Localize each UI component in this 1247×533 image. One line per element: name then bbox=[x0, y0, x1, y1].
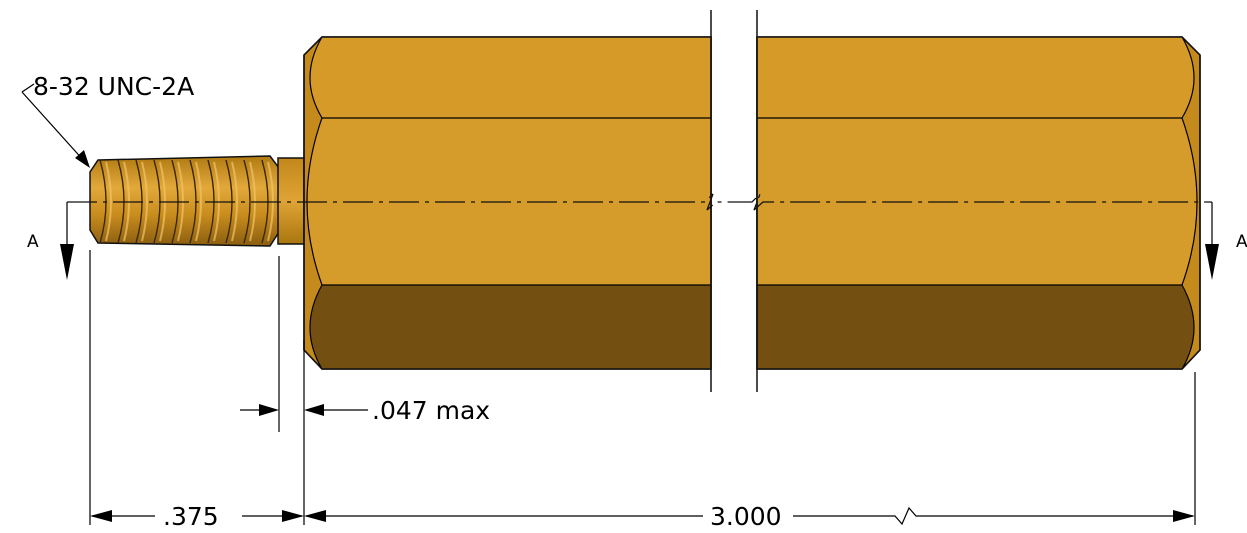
thread-crest bbox=[243, 159, 251, 244]
section-line: A A bbox=[27, 193, 1247, 280]
body-length-label: 3.000 bbox=[710, 502, 782, 531]
section-label-right: A bbox=[1236, 232, 1247, 252]
thread-highlight bbox=[105, 161, 112, 242]
extension-lines bbox=[89, 250, 1196, 525]
section-arrow-left bbox=[60, 244, 74, 280]
thread-relief-shaft bbox=[277, 157, 305, 245]
thread-highlight bbox=[195, 161, 202, 242]
thread-length-label: .375 bbox=[163, 502, 219, 531]
thread-callout: 8-32 UNC-2A bbox=[21, 72, 194, 168]
threaded-stud bbox=[89, 155, 305, 247]
gap-max-label: .047 max bbox=[372, 396, 490, 425]
break-gap bbox=[710, 8, 758, 394]
thread-length-dimension: .375 bbox=[90, 502, 304, 531]
section-arrow-right bbox=[1205, 244, 1219, 280]
thread-body bbox=[89, 155, 280, 247]
thread-highlight bbox=[141, 161, 148, 242]
body-length-dimension: 3.000 bbox=[304, 502, 1195, 531]
section-label-left: A bbox=[27, 232, 39, 252]
thread-highlight bbox=[231, 161, 238, 242]
hex-body bbox=[303, 36, 1201, 370]
thread-spec-label: 8-32 UNC-2A bbox=[33, 72, 194, 101]
gap-dimension: .047 max bbox=[240, 396, 490, 425]
